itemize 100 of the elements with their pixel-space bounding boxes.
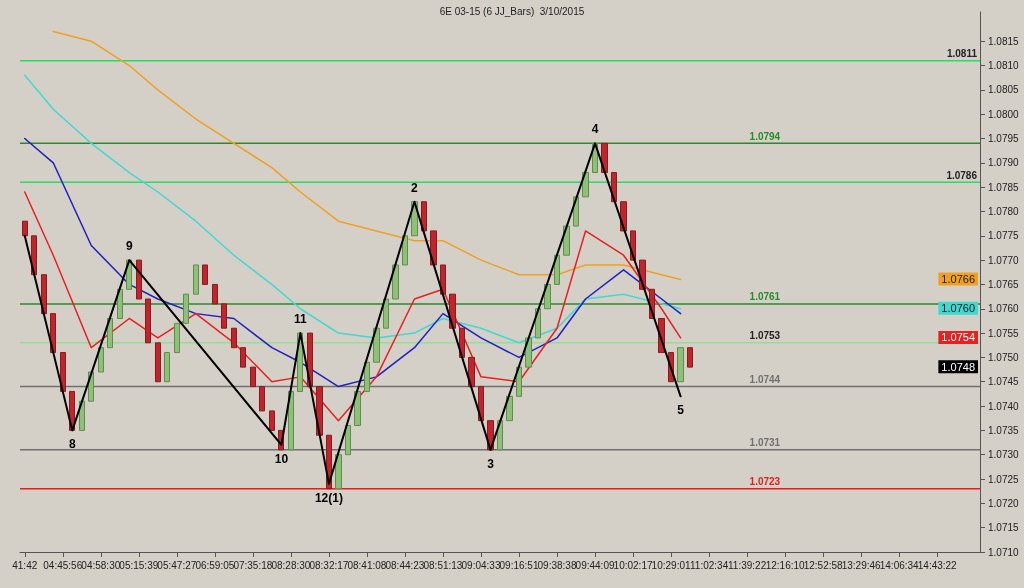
y-tick-label: 1.0730	[988, 449, 1020, 461]
candlestick	[554, 254, 560, 285]
y-tick-label: 1.0765	[988, 278, 1020, 290]
y-tick-label: 1.0815	[988, 35, 1020, 47]
y-tick-label: 1.0770	[988, 254, 1020, 266]
candlestick	[22, 220, 28, 237]
candlestick	[98, 347, 104, 373]
x-tick-label: 05:15:39	[119, 559, 159, 571]
candlestick	[440, 264, 446, 295]
ref-line-label: 1.0794	[749, 130, 781, 142]
candlestick	[563, 225, 570, 256]
x-tick-label: 08:44:23	[385, 559, 425, 571]
x-tick-label: 14:43:22	[917, 559, 958, 571]
candlestick	[383, 298, 389, 329]
annotation: 1.0760	[941, 302, 976, 315]
candlestick	[155, 342, 161, 383]
candlestick	[677, 347, 684, 383]
annotation: 9	[125, 239, 133, 254]
y-tick-label: 1.0800	[988, 108, 1020, 120]
candlestick	[212, 283, 218, 305]
candlestick	[506, 395, 513, 422]
chart-title: 6E 03-15 (6 JJ_Bars) 3/10/2015	[439, 5, 585, 17]
ref-line-label: 1.0811	[946, 48, 978, 60]
y-tick-label: 1.0735	[988, 424, 1020, 436]
candlestick	[60, 352, 66, 392]
x-tick-label: 08:28:30	[271, 559, 311, 571]
annotation: 11	[294, 312, 308, 327]
annotation: 2	[411, 180, 419, 195]
candlestick	[364, 361, 370, 392]
x-tick-label: 11:39:22	[728, 559, 767, 571]
y-tick-label: 1.0805	[988, 84, 1020, 96]
y-tick-label: 1.0790	[988, 157, 1020, 169]
x-tick-label: 06:59:05	[195, 559, 235, 571]
y-tick-label: 1.0760	[988, 303, 1020, 315]
ref-line-label: 1.0731	[749, 437, 781, 449]
annotation: 1.0754	[941, 331, 976, 344]
y-tick-label: 1.0750	[988, 351, 1020, 363]
line-series	[24, 74, 682, 344]
y-tick-label: 1.0795	[988, 132, 1020, 144]
y-tick-label: 1.0810	[988, 60, 1020, 72]
x-tick-label: 08:32:17	[309, 559, 349, 571]
x-tick-label: 41:42	[12, 559, 38, 571]
candlestick	[136, 259, 142, 300]
x-tick-label: 10:29:01	[651, 559, 691, 571]
x-tick-label: 10:02:17	[613, 559, 653, 571]
candlestick	[117, 288, 123, 319]
candlestick	[345, 425, 351, 456]
candlestick	[288, 390, 294, 451]
x-tick-label: 08:41:08	[347, 559, 387, 571]
x-tick-label: 04:45:56	[43, 559, 83, 571]
ref-line-label: 1.0744	[749, 374, 781, 386]
candlestick	[250, 366, 256, 388]
y-tick-label: 1.0785	[988, 181, 1020, 193]
annotation: 10	[274, 451, 289, 466]
candlestick	[183, 293, 189, 324]
candlestick	[231, 327, 237, 349]
candlestick	[402, 235, 408, 266]
candlestick	[687, 347, 693, 368]
y-tick-label: 1.0725	[988, 473, 1020, 485]
ref-line-label: 1.0753	[749, 330, 781, 342]
candlestick	[354, 390, 361, 427]
candlestick	[468, 356, 475, 388]
y-tick-label: 1.0710	[988, 546, 1020, 558]
annotation: 1.0766	[941, 273, 976, 286]
ref-line-label: 1.0761	[749, 291, 781, 303]
y-tick-label: 1.0740	[988, 400, 1020, 412]
x-tick-label: 04:58:30	[81, 559, 121, 571]
line-series	[52, 30, 682, 281]
y-tick-label: 1.0715	[988, 522, 1020, 534]
candlestick	[525, 337, 532, 368]
candlestick	[193, 264, 199, 295]
candlestick	[516, 366, 522, 397]
annotation: 1.0748	[941, 360, 976, 373]
candlestick	[335, 454, 342, 490]
x-tick-label: 05:47:27	[157, 559, 197, 571]
candlestick	[373, 327, 380, 363]
x-tick-label: 09:04:33	[461, 559, 501, 571]
candlestick	[269, 410, 275, 431]
annotation: 8	[68, 437, 76, 452]
y-tick-label: 1.0720	[988, 497, 1020, 509]
candlestick	[174, 322, 180, 354]
ref-line-label: 1.0786	[946, 169, 978, 181]
candlestick	[430, 230, 437, 266]
annotation: 12(1)	[314, 490, 343, 505]
x-tick-label: 09:44:09	[575, 559, 615, 571]
y-tick-label: 1.0745	[988, 376, 1020, 388]
x-tick-label: 07:35:18	[233, 559, 273, 571]
line-series	[24, 191, 682, 422]
y-tick-label: 1.0775	[988, 230, 1020, 242]
annotation: 3	[487, 456, 495, 471]
candlestick	[107, 317, 113, 349]
x-tick-label: 11:02:34	[690, 559, 729, 571]
line-series	[24, 137, 682, 388]
candlestick	[202, 264, 208, 285]
annotation: 5	[677, 403, 685, 418]
candlestick	[164, 352, 170, 383]
candlestick	[221, 303, 227, 329]
candlestick	[421, 201, 427, 232]
candlestick	[145, 298, 151, 344]
candlestick	[259, 386, 265, 412]
